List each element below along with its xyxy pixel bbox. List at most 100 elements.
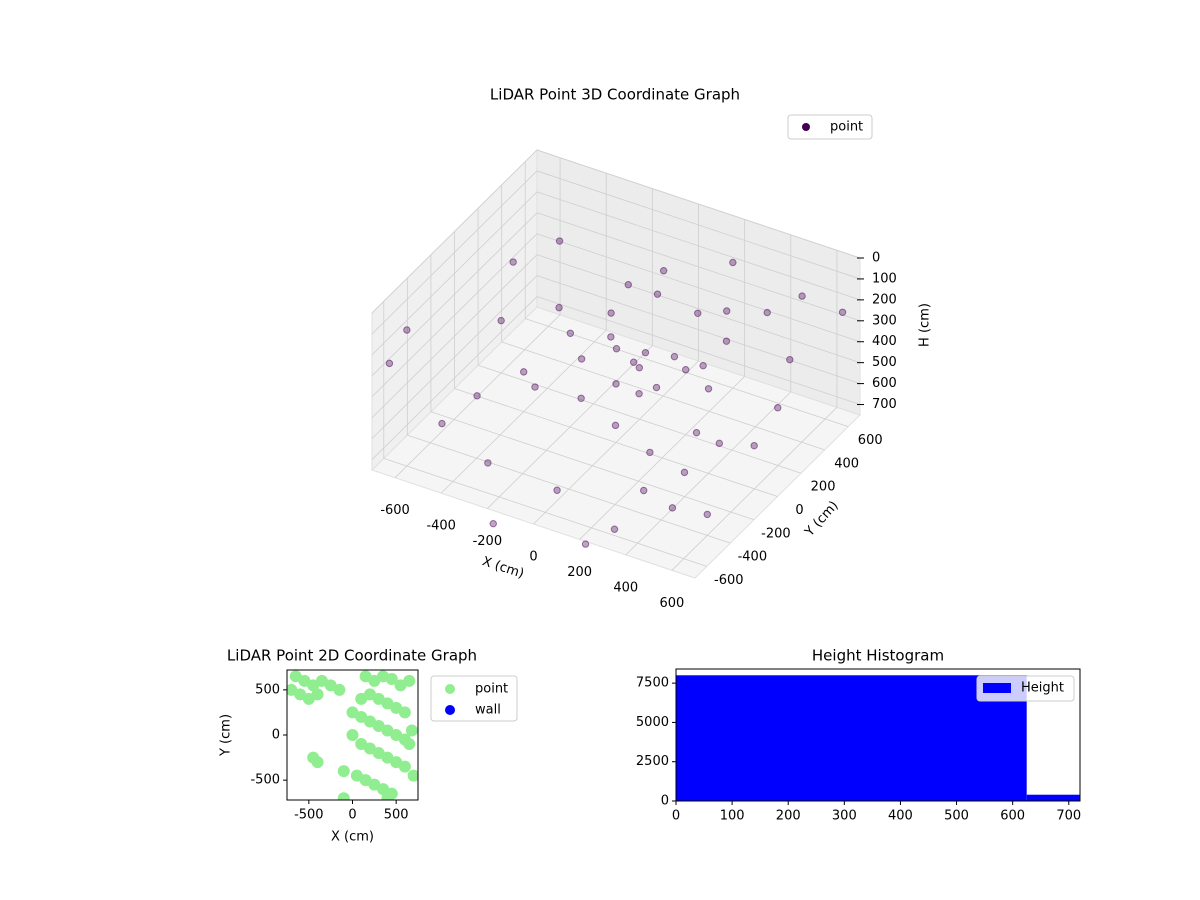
plot-area: [287, 670, 418, 800]
x-tick-label: 500: [384, 808, 409, 823]
legend-marker: [445, 684, 455, 694]
point: [403, 738, 416, 751]
legend-box: [787, 114, 873, 140]
point: [581, 540, 590, 548]
x-tick-label: 600: [660, 596, 685, 611]
y-tick-label: 2500: [636, 754, 669, 769]
point: [611, 421, 620, 430]
x-axis-label: X (cm): [480, 554, 526, 582]
y-tick-label: 200: [811, 480, 836, 495]
z-tick-label: 100: [872, 271, 897, 286]
point: [670, 352, 679, 361]
point: [407, 769, 418, 782]
point: [497, 316, 505, 325]
point: [405, 724, 418, 737]
point: [682, 366, 690, 374]
point: [729, 258, 737, 267]
z-tick-label: 400: [872, 334, 897, 349]
legend-label: point: [475, 682, 508, 697]
chart-title: LiDAR Point 2D Coordinate Graph: [227, 647, 477, 665]
x-tick-label: 600: [1000, 809, 1025, 824]
point: [699, 361, 707, 370]
grid-line: [371, 275, 538, 439]
z-tick-label: 700: [872, 397, 897, 412]
point: [577, 394, 585, 402]
point: [680, 468, 689, 477]
chart-title: Height Histogram: [812, 647, 944, 665]
y-tick-label: 0: [795, 503, 803, 518]
point: [555, 303, 563, 312]
grid-line: [536, 170, 861, 280]
x-tick-label: 0: [529, 550, 537, 565]
x-tick-label: 400: [613, 580, 638, 595]
x-tick-label: 500: [944, 809, 969, 824]
y-tick-label: 7500: [636, 676, 669, 691]
bar: [1026, 794, 1080, 801]
z-axis-label: H (cm): [918, 303, 933, 347]
grid-line: [536, 254, 861, 364]
point: [346, 729, 359, 741]
legend-swatch: [983, 683, 1011, 693]
point: [722, 337, 731, 345]
point: [398, 706, 411, 719]
grid-line: [371, 170, 538, 335]
point: [555, 237, 564, 245]
point: [610, 525, 619, 533]
grid-line: [501, 341, 825, 451]
grid-line: [536, 275, 861, 384]
z-tick-label: 500: [872, 355, 897, 370]
point: [333, 683, 346, 696]
grid-line: [430, 411, 755, 521]
point: [385, 673, 398, 686]
grid-line: [536, 149, 861, 259]
point: [403, 326, 411, 334]
point: [640, 486, 648, 495]
point: [786, 355, 794, 364]
point: [311, 688, 324, 701]
point: [607, 309, 615, 317]
point: [624, 281, 632, 289]
y-tick-label: -400: [738, 550, 768, 565]
grid-line: [536, 296, 861, 405]
point: [704, 385, 713, 393]
z-tick-label: 0: [872, 251, 880, 266]
z-tick-label: 200: [872, 292, 897, 307]
point: [774, 404, 782, 412]
point: [381, 792, 394, 800]
y-tick-label: 600: [858, 433, 883, 448]
grid-line: [536, 212, 861, 322]
x-tick-label: 400: [888, 809, 913, 824]
x-tick-label: 700: [1056, 809, 1081, 824]
legend-marker: [802, 123, 810, 131]
point: [703, 510, 711, 519]
grid-line: [536, 233, 861, 343]
y-tick-label: -200: [761, 526, 791, 541]
x-tick-label: 0: [348, 808, 356, 823]
point: [763, 308, 771, 317]
grid-line: [536, 191, 861, 301]
y-tick-label: 400: [834, 456, 859, 471]
x-tick-label: -600: [380, 503, 410, 518]
point: [750, 441, 758, 450]
point: [715, 439, 724, 448]
point: [403, 674, 416, 687]
legend-box: [430, 675, 518, 722]
z-tick-label: 600: [872, 376, 897, 391]
point: [473, 392, 481, 400]
point: [646, 448, 654, 457]
point: [489, 519, 497, 528]
grid-line: [371, 149, 538, 314]
y-tick-label: 5000: [636, 715, 669, 730]
point: [531, 383, 539, 391]
point: [629, 358, 638, 366]
point: [641, 348, 650, 357]
bar: [676, 675, 1027, 801]
x-tick-label: 0: [672, 809, 680, 824]
x-tick-label: 200: [567, 565, 592, 580]
point: [635, 389, 643, 398]
point: [607, 333, 615, 341]
grid-line: [371, 212, 538, 377]
y-tick-label: -500: [250, 773, 280, 788]
point: [612, 380, 620, 388]
